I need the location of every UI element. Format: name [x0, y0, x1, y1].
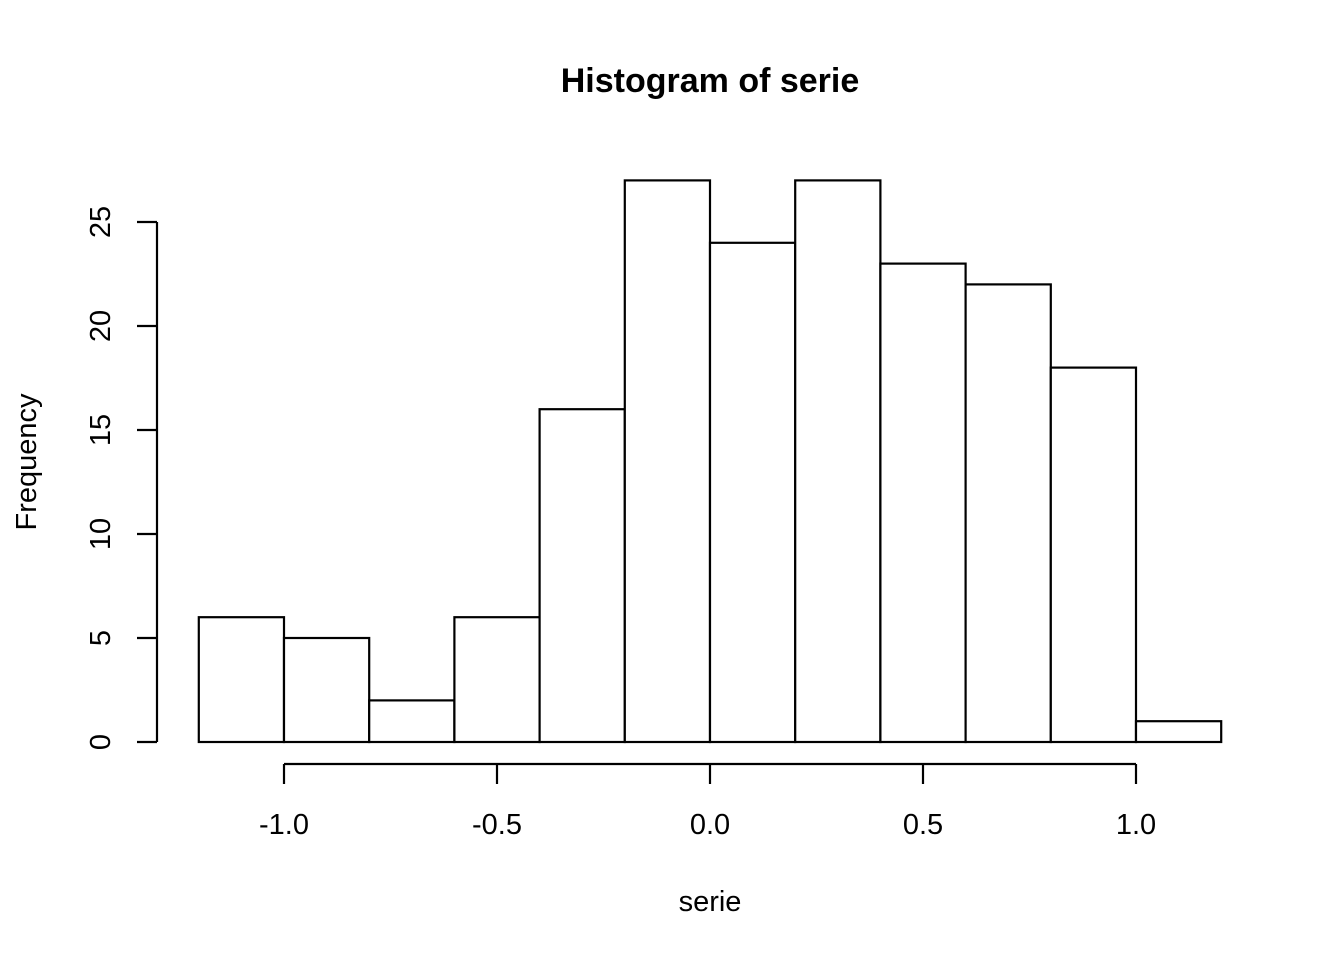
- bars: [197, 179, 1223, 744]
- x-tick-label: -1.0: [259, 809, 309, 841]
- histogram-bar: [1134, 720, 1223, 744]
- x-axis-label: serie: [679, 886, 742, 918]
- x-axis: -1.0 -0.5 0.0 0.5 1.0: [259, 762, 1156, 841]
- chart-title: Histogram of serie: [561, 62, 860, 100]
- y-tick-label: 25: [85, 206, 117, 238]
- x-tick-label: 0.0: [690, 809, 730, 841]
- x-tick-label: 0.5: [903, 809, 943, 841]
- histogram-bar: [964, 283, 1052, 744]
- histogram-bar: [708, 241, 797, 744]
- histogram-bar: [453, 616, 541, 744]
- y-axis-label: Frequency: [11, 393, 43, 531]
- histogram-bar: [794, 179, 882, 744]
- x-tick-label: 1.0: [1116, 809, 1156, 841]
- histogram-bar: [1049, 366, 1138, 744]
- y-tick-label: 10: [85, 518, 117, 550]
- y-tick-label: 5: [85, 630, 117, 646]
- histogram-bar: [879, 262, 967, 744]
- histogram-bar: [623, 179, 712, 744]
- y-axis: 0 5 10 15 20 25: [85, 206, 159, 750]
- y-tick-label: 15: [85, 414, 117, 446]
- histogram-bar: [368, 699, 456, 744]
- histogram-bar: [538, 408, 626, 744]
- x-tick-label: -0.5: [472, 809, 522, 841]
- histogram-bar: [197, 616, 286, 744]
- y-tick-label: 20: [85, 310, 117, 342]
- y-tick-label: 0: [85, 734, 117, 750]
- histogram-bar: [282, 636, 371, 744]
